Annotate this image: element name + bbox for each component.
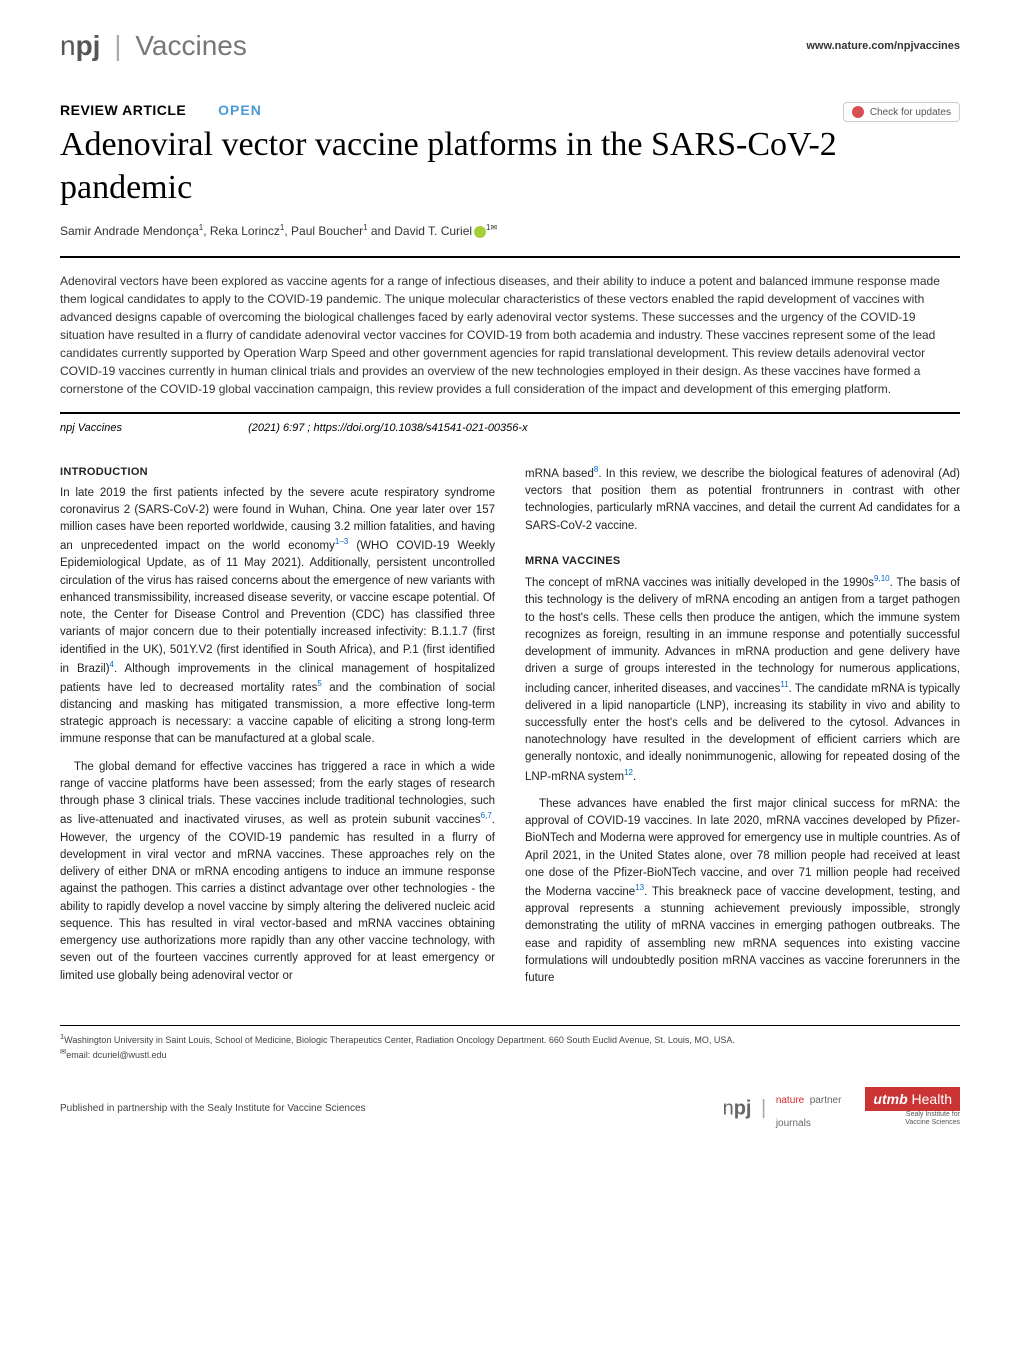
page-header: npj | Vaccines www.nature.com/npjvaccine… [60, 30, 960, 62]
article-type-row: REVIEW ARTICLE OPEN [60, 102, 960, 118]
ref-1-3[interactable]: 1–3 [335, 537, 348, 546]
author-2: Reka Lorincz [210, 224, 280, 238]
npj-footer-logo: npj | nature partner journals [723, 1086, 842, 1132]
author-4-sup: 1✉ [486, 223, 497, 232]
body-columns: INTRODUCTION In late 2019 the first pati… [60, 464, 960, 997]
article-title: Adenoviral vector vaccine platforms in t… [60, 124, 960, 209]
author-4: David T. Curiel [394, 224, 472, 238]
author-1: Samir Andrade Mendonça [60, 224, 199, 238]
page-footer: Published in partnership with the Sealy … [60, 1086, 960, 1132]
logo-separator: | [114, 30, 121, 61]
ref-11[interactable]: 11 [780, 680, 788, 689]
citation-journal: npj Vaccines [60, 422, 122, 434]
site-url[interactable]: www.nature.com/npjvaccines [806, 40, 960, 52]
logo-pj: pj [76, 30, 101, 61]
ref-6-7[interactable]: 6,7 [481, 811, 492, 820]
author-list: Samir Andrade Mendonça1, Reka Lorincz1, … [60, 223, 960, 238]
article-type: REVIEW ARTICLE [60, 102, 186, 118]
orcid-icon[interactable] [474, 226, 486, 238]
ref-13[interactable]: 13 [635, 883, 644, 892]
check-updates-badge[interactable]: Check for updates [843, 102, 960, 122]
abstract: Adenoviral vectors have been explored as… [60, 256, 960, 414]
mrna-para-2: These advances have enabled the first ma… [525, 796, 960, 988]
citation-info: (2021) 6:97 ; https://doi.org/10.1038/s4… [248, 422, 527, 434]
footer-rule [60, 1025, 960, 1026]
ref-12[interactable]: 12 [624, 768, 633, 777]
mrna-para-1: The concept of mRNA vaccines was initial… [525, 573, 960, 785]
author-3: Paul Boucher [291, 224, 363, 238]
publication-note: Published in partnership with the Sealy … [60, 1103, 366, 1114]
author-3-sup: 1 [363, 223, 367, 232]
column-left: INTRODUCTION In late 2019 the first pati… [60, 464, 495, 997]
journal-logo: npj | Vaccines [60, 30, 247, 62]
updates-dot-icon [852, 106, 864, 118]
mrna-heading: MRNA VACCINES [525, 553, 960, 570]
updates-label: Check for updates [870, 107, 951, 118]
citation: npj Vaccines (2021) 6:97 ; https://doi.o… [60, 422, 960, 434]
footer-logos: npj | nature partner journals utmb Healt… [723, 1086, 960, 1132]
utmb-logo: utmb Health Sealy Institute for Vaccine … [865, 1091, 960, 1126]
open-access-label: OPEN [218, 102, 262, 118]
introduction-heading: INTRODUCTION [60, 464, 495, 481]
ref-9-10[interactable]: 9,10 [874, 574, 890, 583]
column-right: mRNA based8. In this review, we describe… [525, 464, 960, 997]
affiliation: 1Washington University in Saint Louis, S… [60, 1032, 960, 1061]
logo-n: n [60, 30, 76, 61]
journal-name: Vaccines [135, 30, 247, 61]
intro-para-1: In late 2019 the first patients infected… [60, 485, 495, 749]
intro-para-2: The global demand for effective vaccines… [60, 759, 495, 985]
col2-continuation: mRNA based8. In this review, we describe… [525, 464, 960, 535]
